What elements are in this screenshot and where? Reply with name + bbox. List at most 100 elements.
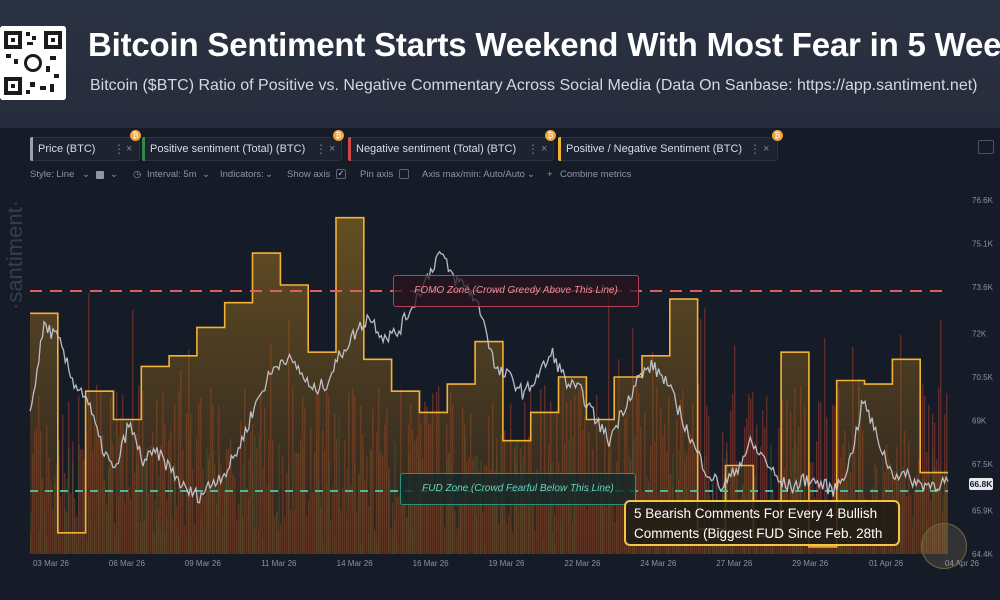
negative-sentiment-bar	[778, 427, 780, 554]
positive-sentiment-bar	[66, 478, 68, 554]
combine-metrics-button[interactable]: Combine metrics	[560, 169, 632, 180]
show-axis-checkbox[interactable]: ✓	[336, 169, 346, 179]
metric-color-bar	[348, 137, 351, 161]
plus-icon: +	[547, 169, 553, 180]
show-axis-toggle[interactable]: Show axis	[287, 169, 331, 180]
clock-icon: ◷	[133, 169, 142, 180]
x-tick-label: 19 Mar 26	[488, 559, 525, 568]
positive-sentiment-bar	[770, 443, 772, 554]
metric-chip-ratio[interactable]: Positive / Negative Sentiment (BTC) ⋮ × …	[558, 130, 783, 161]
x-tick-label: 11 Mar 26	[261, 559, 297, 568]
metric-color-bar	[142, 137, 145, 161]
metric-chip-price[interactable]: Price (BTC) ⋮ × ₿	[30, 130, 141, 161]
x-tick-label: 03 Mar 26	[33, 559, 70, 568]
negative-sentiment-bar	[62, 414, 64, 554]
y-tick-label: 65.9K	[972, 507, 994, 516]
y-tick-label: 64.4K	[972, 550, 994, 559]
axis-maxmin-select[interactable]: Axis max/min: Auto/Auto	[422, 169, 525, 180]
settings-icon[interactable]	[978, 140, 994, 154]
metric-color-bar	[558, 137, 561, 161]
page-title: Bitcoin Sentiment Starts Weekend With Mo…	[88, 26, 1000, 63]
close-icon[interactable]: ×	[763, 143, 770, 155]
bitcoin-icon: ₿	[772, 130, 783, 141]
negative-sentiment-bar	[60, 496, 62, 554]
negative-sentiment-bar	[756, 424, 758, 554]
fud-zone-label: FUD Zone (Crowd Fearful Below This Line)	[400, 473, 636, 505]
negative-sentiment-bar	[764, 427, 766, 554]
x-tick-label: 22 Mar 26	[564, 559, 601, 568]
negative-sentiment-bar	[820, 402, 822, 554]
y-tick-label: 67.5K	[972, 460, 994, 469]
negative-sentiment-bar	[708, 416, 710, 554]
interval-select[interactable]: Interval: 5m	[147, 169, 197, 180]
x-tick-label: 24 Mar 26	[640, 559, 677, 568]
y-tick-label: 73.6K	[972, 283, 994, 292]
positive-sentiment-bar	[64, 509, 66, 554]
current-price-label: 66.8K	[970, 479, 994, 489]
current-price-marker: 66.8K	[969, 478, 993, 490]
color-swatch-icon[interactable]	[96, 171, 104, 179]
positive-sentiment-bar	[72, 462, 74, 554]
price-series-line	[29, 250, 949, 504]
y-tick-label: 76.6K	[972, 196, 994, 205]
negative-sentiment-bar	[80, 449, 82, 554]
fud-callout: 5 Bearish Comments For Every 4 Bullish C…	[624, 500, 900, 546]
y-tick-label: 75.1K	[972, 240, 994, 249]
bitcoin-icon: ₿	[333, 130, 344, 141]
y-tick-label: 70.5K	[972, 373, 994, 382]
chevron-down-icon: ⌄	[82, 169, 90, 180]
negative-sentiment-bar	[700, 318, 702, 554]
y-axis-right: 76.6K 75.1K 73.6K 72K 70.5K 69K 67.5K 65.9K 64.4…	[972, 196, 994, 559]
positive-sentiment-bar	[58, 440, 60, 554]
header: Bitcoin Sentiment Starts Weekend With Mo…	[0, 0, 1000, 128]
metric-color-bar	[30, 137, 33, 161]
close-icon[interactable]: ×	[126, 143, 133, 155]
more-icon[interactable]: ⋮	[527, 142, 539, 156]
chevron-down-icon: ⌄	[527, 169, 535, 180]
callout-line-1: 5 Bearish Comments For Every 4 Bullish	[634, 506, 878, 521]
metric-chip-label: Negative sentiment (Total) (BTC)	[356, 143, 517, 155]
chevron-down-icon: ⌄	[110, 169, 118, 180]
negative-sentiment-bar	[722, 431, 724, 554]
x-tick-label: 09 Mar 26	[185, 559, 222, 568]
indicators-select[interactable]: Indicators:	[220, 169, 264, 180]
ratio-series-line	[30, 216, 948, 548]
x-axis: 03 Mar 26 06 Mar 26 09 Mar 26 11 Mar 26 14 M…	[33, 559, 980, 568]
negative-sentiment-bar	[940, 320, 942, 554]
page-subtitle: Bitcoin ($BTC) Ratio of Positive vs. Neg…	[90, 77, 978, 94]
close-icon[interactable]: ×	[541, 143, 548, 155]
negative-sentiment-bar	[922, 384, 924, 554]
positive-sentiment-bar	[78, 444, 80, 554]
highlight-circle	[921, 523, 967, 569]
x-tick-label: 29 Mar 26	[792, 559, 829, 568]
negative-sentiment-bar	[704, 308, 706, 554]
negative-sentiment-bar	[834, 406, 836, 554]
negative-sentiment-bar	[762, 410, 764, 554]
metric-chip-negative[interactable]: Negative sentiment (Total) (BTC) ⋮ × ₿	[348, 130, 556, 161]
qr-code-icon	[0, 26, 66, 100]
positive-sentiment-bar	[82, 459, 84, 554]
metric-chip-label: Price (BTC)	[38, 143, 96, 155]
bitcoin-icon: ₿	[545, 130, 556, 141]
more-icon[interactable]: ⋮	[315, 142, 327, 156]
negative-sentiment-bar	[70, 492, 72, 554]
negative-sentiment-bar	[766, 396, 768, 554]
y-tick-label: 69K	[972, 417, 987, 426]
chevron-down-icon: ⌄	[265, 169, 273, 180]
pin-axis-toggle[interactable]: Pin axis	[360, 169, 394, 180]
chevron-down-icon: ⌄	[202, 169, 210, 180]
metric-chip-label: Positive sentiment (Total) (BTC)	[150, 143, 306, 155]
metric-chip-positive[interactable]: Positive sentiment (Total) (BTC) ⋮ × ₿	[142, 130, 344, 161]
style-select[interactable]: Style: Line	[30, 169, 75, 180]
close-icon[interactable]: ×	[329, 143, 336, 155]
fomo-zone-label: FOMO Zone (Crowd Greedy Above This Line)	[393, 275, 639, 307]
more-icon[interactable]: ⋮	[749, 142, 761, 156]
more-icon[interactable]: ⋮	[113, 142, 125, 156]
x-tick-label: 27 Mar 26	[716, 559, 753, 568]
x-tick-label: 04 Apr 26	[945, 559, 980, 568]
y-tick-label: 72K	[972, 330, 987, 339]
ratio-area	[30, 217, 948, 554]
negative-sentiment-bar	[832, 404, 834, 554]
pin-axis-checkbox[interactable]	[399, 169, 409, 179]
x-tick-label: 06 Mar 26	[109, 559, 146, 568]
